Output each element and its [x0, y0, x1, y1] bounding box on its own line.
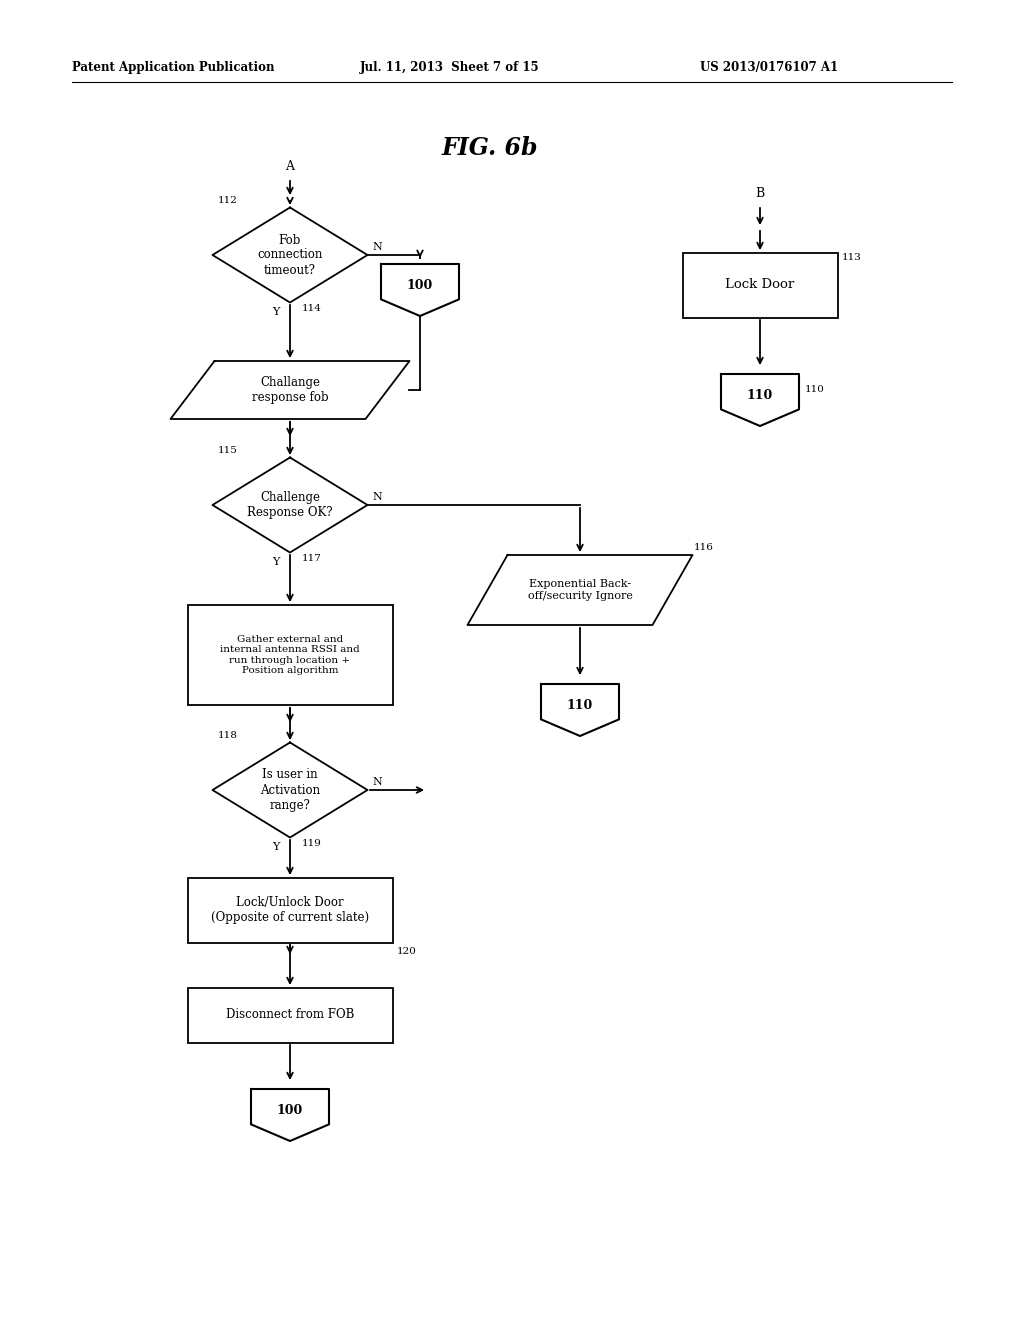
- Text: Y: Y: [272, 557, 280, 568]
- Text: 100: 100: [407, 279, 433, 292]
- Text: 110: 110: [805, 385, 825, 395]
- Text: 112: 112: [218, 195, 238, 205]
- Polygon shape: [541, 684, 618, 737]
- Text: 110: 110: [567, 698, 593, 711]
- Text: Challange
response fob: Challange response fob: [252, 376, 329, 404]
- Text: 117: 117: [302, 554, 322, 564]
- Polygon shape: [381, 264, 459, 315]
- Text: Challenge
Response OK?: Challenge Response OK?: [247, 491, 333, 519]
- Text: B: B: [756, 187, 765, 201]
- Text: Fob
connection
timeout?: Fob connection timeout?: [257, 234, 323, 276]
- Text: Y: Y: [272, 842, 280, 851]
- Text: Lock Door: Lock Door: [725, 279, 795, 292]
- Text: 110: 110: [746, 388, 773, 401]
- Text: A: A: [286, 160, 295, 173]
- Text: 119: 119: [302, 840, 322, 847]
- Text: 114: 114: [302, 304, 322, 313]
- Text: US 2013/0176107 A1: US 2013/0176107 A1: [700, 62, 838, 74]
- Text: 113: 113: [842, 253, 862, 261]
- Polygon shape: [251, 1089, 329, 1140]
- Text: Y: Y: [272, 308, 280, 317]
- Text: Disconnect from FOB: Disconnect from FOB: [226, 1008, 354, 1022]
- Text: N: N: [372, 242, 382, 252]
- Bar: [683, 252, 838, 318]
- Text: Patent Application Publication: Patent Application Publication: [72, 62, 274, 74]
- Polygon shape: [721, 374, 799, 426]
- Text: 116: 116: [694, 543, 714, 552]
- Text: Lock/Unlock Door
(Opposite of current slate): Lock/Unlock Door (Opposite of current sl…: [211, 896, 369, 924]
- Text: Exponential Back-
off/security Ignore: Exponential Back- off/security Ignore: [527, 579, 633, 601]
- Bar: [187, 987, 392, 1043]
- Text: 100: 100: [276, 1104, 303, 1117]
- Text: N: N: [372, 777, 382, 787]
- Text: 118: 118: [218, 731, 238, 741]
- Text: 115: 115: [218, 446, 238, 455]
- Text: 120: 120: [397, 946, 417, 956]
- Text: Jul. 11, 2013  Sheet 7 of 15: Jul. 11, 2013 Sheet 7 of 15: [360, 62, 540, 74]
- Bar: [187, 605, 392, 705]
- Text: Is user in
Activation
range?: Is user in Activation range?: [260, 768, 321, 812]
- Bar: [187, 878, 392, 942]
- Text: Gather external and
internal antenna RSSI and
run through location +
Position al: Gather external and internal antenna RSS…: [220, 635, 359, 675]
- Text: N: N: [372, 492, 382, 502]
- Text: FIG. 6b: FIG. 6b: [441, 136, 539, 160]
